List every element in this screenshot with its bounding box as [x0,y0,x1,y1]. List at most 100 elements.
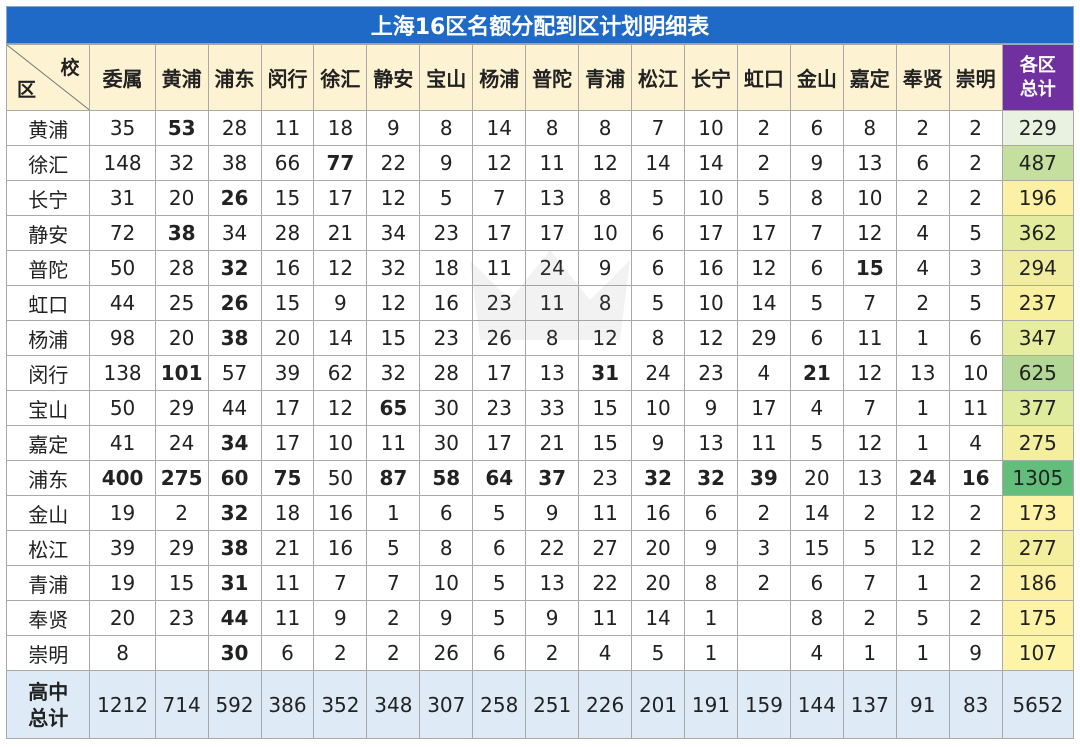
table-cell: 15 [789,530,844,566]
table-cell: 4 [789,390,844,426]
footer-total-cell: 201 [631,670,686,739]
table-cell: 26 [207,285,262,321]
table-cell: 6 [631,250,686,286]
table-cell: 138 [89,355,156,391]
table-cell: 5 [842,530,897,566]
table-cell: 22 [525,530,580,566]
table-cell: 11 [948,390,1003,426]
table-cell: 2 [948,565,1003,601]
table-cell: 21 [313,215,368,251]
table-cell: 2 [736,495,791,531]
table-cell: 11 [260,565,315,601]
table-cell: 4 [789,635,844,671]
table-cell: 25 [154,285,209,321]
table-cell: 77 [313,145,368,181]
table-cell: 23 [472,285,527,321]
table-cell: 13 [895,355,950,391]
table-cell: 7 [789,215,844,251]
table-cell: 14 [631,600,686,636]
table-cell: 38 [207,530,262,566]
table-cell: 9 [789,145,844,181]
table-cell: 6 [895,145,950,181]
row-total-cell: 362 [1001,215,1075,251]
table-cell: 20 [631,565,686,601]
table-cell: 5 [948,215,1003,251]
table-cell: 7 [472,180,527,216]
table-cell: 10 [948,355,1003,391]
table-cell: 60 [207,460,262,496]
table-cell: 15 [842,250,897,286]
table-cell: 17 [736,215,791,251]
column-header: 崇明 [948,44,1003,111]
table-cell: 6 [419,495,474,531]
table-row: 闵行 138 101 57 39 62 32 28 17 13 31 24 23 4 21 12 13 10 625 [5,355,1075,391]
corner-district-label: 区 [17,79,37,101]
row-district-label: 长宁 [5,180,91,216]
footer-total-cell: 251 [525,670,580,739]
footer-total-cell: 226 [578,670,633,739]
table-cell: 23 [578,460,633,496]
table-cell: 9 [948,635,1003,671]
table-cell [154,635,209,671]
table-cell: 32 [366,250,421,286]
table-cell: 21 [525,425,580,461]
header-row: 校 区 委属 黄浦 浦东 闵行 徐汇 静安 宝山 杨浦 普陀 青浦 松江 长宁 虹口 金山 嘉定 奉贤 崇明 各区… [5,44,1075,111]
table-cell: 6 [948,320,1003,356]
table-cell: 50 [89,250,156,286]
table-cell: 16 [684,250,738,286]
table-cell: 12 [684,320,738,356]
table-cell: 6 [789,565,844,601]
table-cell: 7 [313,565,368,601]
table-cell: 15 [154,565,209,601]
table-cell: 35 [89,110,156,146]
row-total-cell: 237 [1001,285,1075,321]
table-cell: 7 [842,285,897,321]
table-cell: 9 [684,530,738,566]
row-district-label: 黄浦 [5,110,91,146]
table-cell: 5 [631,635,686,671]
table-row: 金山 19 2 32 18 16 1 6 5 9 11 16 6 2 14 2 12 2 173 [5,495,1075,531]
table-cell: 1 [366,495,421,531]
table-row: 青浦 19 15 31 11 7 7 10 5 13 22 20 8 2 6 7 1 2 186 [5,565,1075,601]
table-row: 宝山 50 29 44 17 12 65 30 23 33 15 10 9 17 4 7 1 11 377 [5,390,1075,426]
table-cell: 2 [366,600,421,636]
allocation-table: 校 区 委属 黄浦 浦东 闵行 徐汇 静安 宝山 杨浦 普陀 青浦 松江 长宁 虹口 金山 嘉定 奉贤 崇明 各区… [5,44,1075,739]
table-cell: 12 [313,250,368,286]
table-cell: 21 [260,530,315,566]
table-cell: 34 [207,425,262,461]
table-cell: 2 [154,495,209,531]
row-total-cell: 107 [1001,635,1075,671]
table-cell: 16 [631,495,686,531]
column-header: 静安 [366,44,421,111]
column-header: 青浦 [578,44,633,111]
table-cell: 10 [578,215,633,251]
footer-total-cell: 191 [684,670,738,739]
table-cell: 3 [948,250,1003,286]
table-cell: 15 [366,320,421,356]
footer-label-line2: 总计 [28,705,69,730]
table-cell: 38 [154,215,209,251]
table-cell: 20 [260,320,315,356]
table-cell: 2 [895,180,950,216]
table-cell: 29 [154,390,209,426]
table-cell: 8 [419,110,474,146]
table-cell: 27 [578,530,633,566]
table-cell: 17 [525,215,580,251]
table-cell: 12 [842,355,897,391]
table-cell: 14 [313,320,368,356]
table-title: 上海16区名额分配到区计划明细表 [6,6,1074,44]
table-cell: 8 [525,110,580,146]
footer-total-cell: 1212 [89,670,156,739]
table-cell: 23 [419,215,474,251]
corner-school-label: 校 [60,57,80,79]
table-cell: 8 [789,180,844,216]
footer-label: 高中 总计 [5,670,91,739]
table-cell: 5 [789,425,844,461]
district-total-header-line1: 各区 [1019,54,1056,76]
table-cell: 22 [578,565,633,601]
table-cell: 39 [260,355,315,391]
table-cell: 9 [366,110,421,146]
table-cell: 20 [89,600,156,636]
table-cell: 10 [684,180,738,216]
table-cell: 21 [789,355,844,391]
